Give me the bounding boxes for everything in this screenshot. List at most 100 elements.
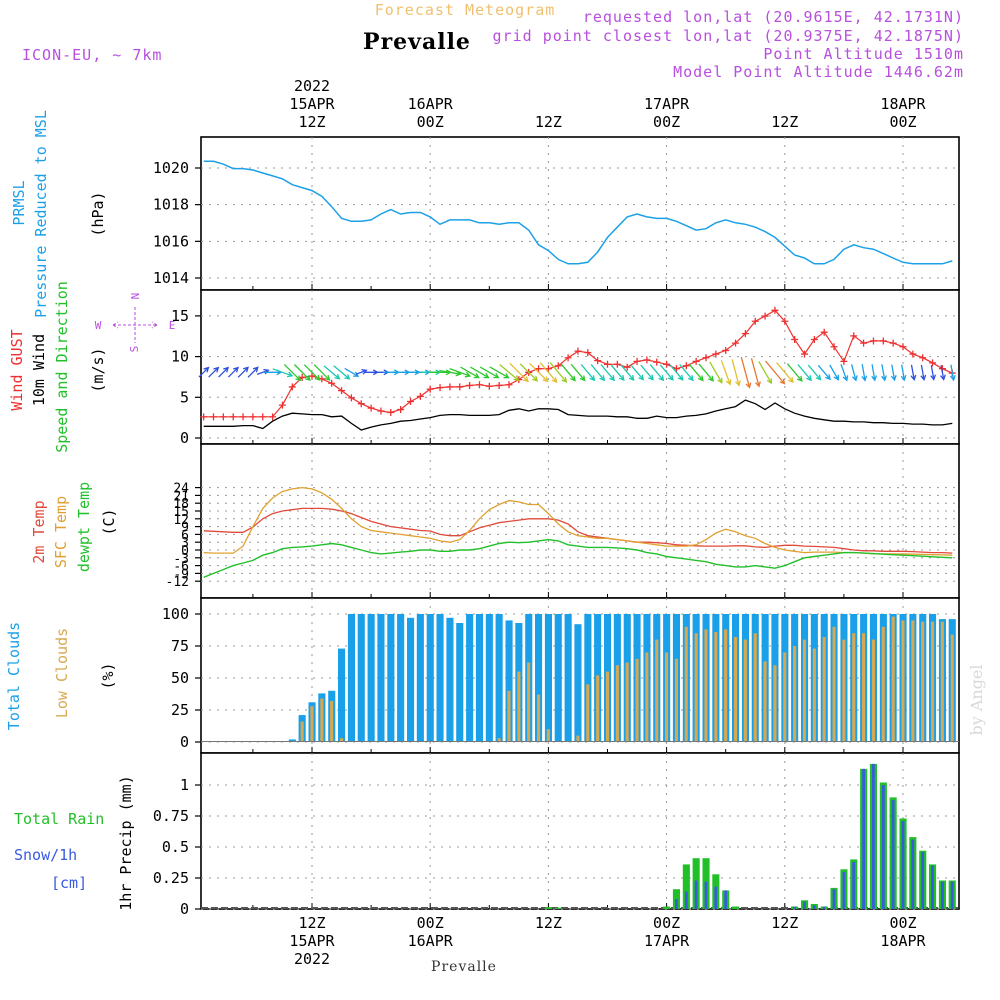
total-clouds-bar: [574, 624, 582, 742]
wind-direction-arrow: [539, 362, 558, 384]
wind-direction-arrow: [590, 364, 606, 382]
total-clouds-bar: [426, 614, 434, 742]
gust-point: [889, 339, 897, 347]
gust-point: [751, 317, 759, 325]
snow-bar: [724, 890, 728, 909]
gust-point: [584, 349, 592, 357]
gust-point: [820, 328, 828, 336]
compass-e: E: [169, 319, 176, 332]
gust-point: [850, 332, 858, 340]
wind-direction-arrow: [930, 365, 937, 381]
wind-direction-arrow: [861, 364, 868, 382]
temp-ytick-label: 3: [181, 536, 189, 551]
total-clouds-bar: [584, 614, 592, 742]
bottom-time-label: 15APR: [289, 932, 335, 950]
snow-bar: [881, 785, 885, 909]
bottom-time-label: 12Z: [298, 914, 325, 932]
gust-point: [643, 356, 651, 364]
snow-unit-legend: [cm]: [51, 874, 87, 892]
wind-direction-arrow: [479, 366, 500, 379]
wind-direction-arrow: [786, 363, 803, 382]
wind-direction-arrow: [817, 364, 831, 381]
gust-point: [446, 383, 454, 391]
wind-direction-arrow: [871, 364, 878, 382]
snow-bar: [901, 821, 905, 909]
gust-point: [269, 413, 277, 421]
precip-unit-label: 1hr Precip (mm): [117, 775, 135, 910]
low-clouds-bar: [596, 675, 600, 742]
wind-direction-arrow: [776, 362, 794, 384]
wind-direction-arrow: [313, 364, 331, 381]
clouds-panel: 0 25 50 75 100: [162, 597, 960, 754]
low-clouds-bar: [783, 652, 787, 742]
compass-s: S: [128, 346, 141, 353]
top-time-label: 16APR: [408, 95, 454, 113]
gust-point: [830, 343, 838, 351]
snow-bar: [832, 889, 836, 909]
wind-direction-arrow: [740, 356, 752, 389]
wind-direction-arrow: [333, 365, 351, 380]
clouds-unit: (%): [99, 662, 117, 689]
wind-direction-arrow: [499, 364, 520, 382]
total-clouds-bar: [564, 614, 572, 742]
low-clouds-bar: [576, 735, 580, 742]
total-clouds-bar: [446, 617, 454, 742]
snow-bar: [941, 881, 944, 909]
pressure-unit: (hPa): [89, 191, 107, 236]
low-clouds-bar: [802, 639, 806, 742]
top-time-label: 12Z: [298, 113, 325, 131]
gust-point: [653, 358, 661, 366]
temp-ytick-label: -12: [166, 575, 189, 590]
temp-ytick-label: -9: [173, 567, 189, 582]
bottom-time-label: 00Z: [889, 914, 916, 932]
wind-direction-arrow: [529, 362, 549, 383]
top-time-label: 00Z: [889, 113, 916, 131]
low-clouds-bar: [330, 701, 334, 742]
gust-point: [840, 357, 848, 365]
wind-direction-arrow: [850, 364, 858, 382]
rain-bar: [554, 907, 562, 909]
snow-bar: [803, 901, 806, 909]
gust-point: [200, 413, 208, 421]
gust-point: [535, 365, 543, 373]
low-clouds-bar: [911, 620, 915, 742]
snow-bar: [793, 906, 796, 909]
gust-point: [909, 350, 917, 358]
wind-direction-arrow: [610, 364, 625, 382]
gust-point: [259, 413, 267, 421]
wind-direction-arrow: [355, 369, 368, 375]
clouds-ytick-label: 0: [180, 733, 189, 751]
wind-ytick-label: 10: [171, 348, 189, 366]
wind-direction-arrow: [797, 364, 812, 382]
total-clouds-bar: [535, 614, 543, 742]
top-time-label: 17APR: [644, 95, 690, 113]
gust-point: [623, 363, 631, 371]
total-clouds-bar: [436, 614, 444, 742]
gust-point: [919, 354, 927, 362]
gust-point: [347, 394, 355, 402]
wind-direction-arrow: [679, 364, 694, 382]
wind-direction-arrow: [900, 364, 907, 382]
top-time-label: 18APR: [880, 95, 926, 113]
low-clouds-bar: [812, 648, 816, 742]
total-clouds-bar: [475, 614, 483, 742]
low-clouds-bar: [310, 706, 314, 742]
precip-panel: 0 0.25 0.5 0.75 1: [153, 752, 960, 918]
wind-direction-arrow: [283, 363, 302, 382]
wind-speed-line: [203, 399, 953, 431]
gust-point: [407, 398, 414, 406]
model-altitude: Model Point Altitude 1446.62m: [673, 63, 964, 81]
low-clouds-bar: [635, 658, 639, 742]
temp-ytick-label: -6: [173, 560, 189, 575]
gust-point: [633, 357, 641, 365]
wind-direction-arrow: [840, 364, 849, 382]
pressure-ytick-label: 1016: [153, 232, 189, 250]
low-clouds-bar: [497, 738, 501, 742]
temp-frame: [200, 443, 960, 599]
temp-ytick-label: 9: [181, 521, 189, 536]
low-clouds-bar: [537, 694, 541, 742]
wind-ytick-label: 0: [180, 429, 189, 447]
